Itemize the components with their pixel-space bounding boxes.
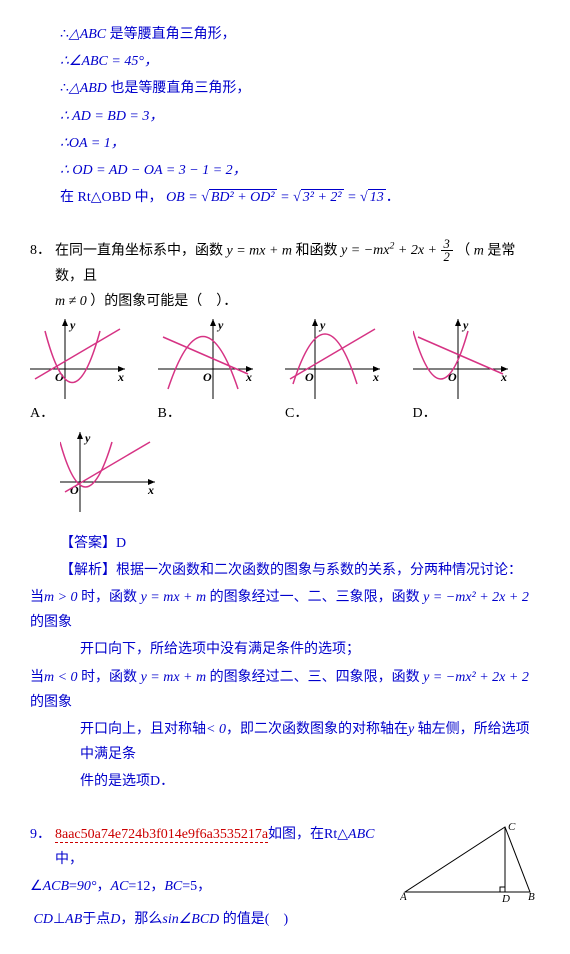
arrow-y [210,319,216,326]
label-x: x [147,483,154,497]
q8-text-5: ）的图象可能是（ ）． [90,294,237,309]
q9-number: 9． [30,822,55,847]
right-angle-mark [500,887,505,892]
q9-triangle: A B C D [400,822,540,902]
graph-b-svg: x y O [158,319,253,399]
vertex-d: D [501,893,510,902]
label-y: y [68,319,76,332]
label-x: x [245,370,252,384]
q8-explain-line1: 【解析】根据一次函数和二次函数的图象与系数的关系，分两种情况讨论： [30,558,540,583]
arrow-y [77,432,83,439]
label-o: O [448,370,457,384]
q9-hash: 8aac50a74e724b3f014e9f6a3535217a [55,827,268,843]
proof-line-4: ∴ AD = BD = 3， [30,104,540,129]
label-o: O [203,370,212,384]
question-8: 8． 在同一直角坐标系中，函数 y = mx + m 和函数 y = −mx2 … [30,238,540,315]
proof-line-6: ∴ OD = AD − OA = 3 − 1 = 2， [30,158,540,183]
arrow-y [455,319,461,326]
label-x: x [117,370,124,384]
question-9: 9． 8aac50a74e724b3f014e9f6a3535217a如图，在R… [30,822,390,872]
q8-case2-l2: 开口向上，且对称轴< 0，即二次函数图象的对称轴在y 轴左侧，所给选项中满足条 [30,717,540,767]
label-o: O [305,370,314,384]
q8-case2-l1: 当m < 0 时，函数 y = mx + m 的图象经过二、三、四象限，函数 y… [30,665,540,715]
q9-line3: CD⊥AB于点D，那么sin∠BCD 的值是( ) [30,907,540,932]
option-c-label: C． [285,401,413,426]
q8-case1-l2: 开口向下，所给选项中没有满足条件的选项； [30,637,540,662]
q8-func2: y = −mx2 + 2x + 32 [341,243,456,258]
q8-func1: y = mx + m [227,243,293,258]
option-b-label: B． [158,401,286,426]
q8-text-2: 和函数 [296,243,342,258]
label-x: x [372,370,379,384]
q8-m: m [474,243,484,258]
q8-mne0: m ≠ 0 [55,294,87,309]
proof-line-5: ∴OA = 1， [30,131,540,156]
q8-answer: 【答案】D [30,531,540,556]
graph-d-svg: x y O [413,319,508,399]
option-a[interactable]: x y O A． [30,319,158,426]
option-b[interactable]: x y O B． [158,319,286,426]
q8-case2-l3: 件的是选项D． [30,769,540,794]
graph-c-svg: x y O [285,319,380,399]
proof-line-1: ∴△ABC 是等腰直角三角形， [30,22,540,47]
graph-e-svg: x y O [60,432,155,512]
proof-line-3: ∴△ABD 也是等腰直角三角形， [30,76,540,101]
vertex-a: A [400,891,407,902]
vertex-b: B [528,891,535,902]
q8-number: 8． [30,238,55,263]
line-curve [65,442,150,492]
triangle-abc [405,827,530,892]
label-y: y [83,432,91,445]
graph-a-svg: x y O [30,319,125,399]
option-a-label: A． [30,401,158,426]
label-y: y [216,319,224,332]
q8-text-1: 在同一直角坐标系中，函数 [55,243,227,258]
label-x: x [500,370,507,384]
option-extra: x y O [60,432,540,526]
q8-case1-l1: 当m > 0 时，函数 y = mx + m 的图象经过一、二、三象限，函数 y… [30,585,540,635]
label-y: y [461,319,469,332]
vertex-c: C [508,822,516,833]
option-d-label: D． [413,401,541,426]
proof-line-7: 在 Rt△OBD 中， OB = BD² + OD² = 3² + 2² = 1… [30,185,540,210]
proof-line-2: ∴∠ABC = 45°， [30,49,540,74]
option-c[interactable]: x y O C． [285,319,413,426]
q8-text-3: （ [456,243,470,258]
arrow-y [62,319,68,326]
q8-options: x y O A． x y O B． x y O [30,319,540,426]
label-y: y [318,319,326,332]
arrow-y [312,319,318,326]
line-curve [35,329,120,379]
option-d[interactable]: x y O D． [413,319,541,426]
